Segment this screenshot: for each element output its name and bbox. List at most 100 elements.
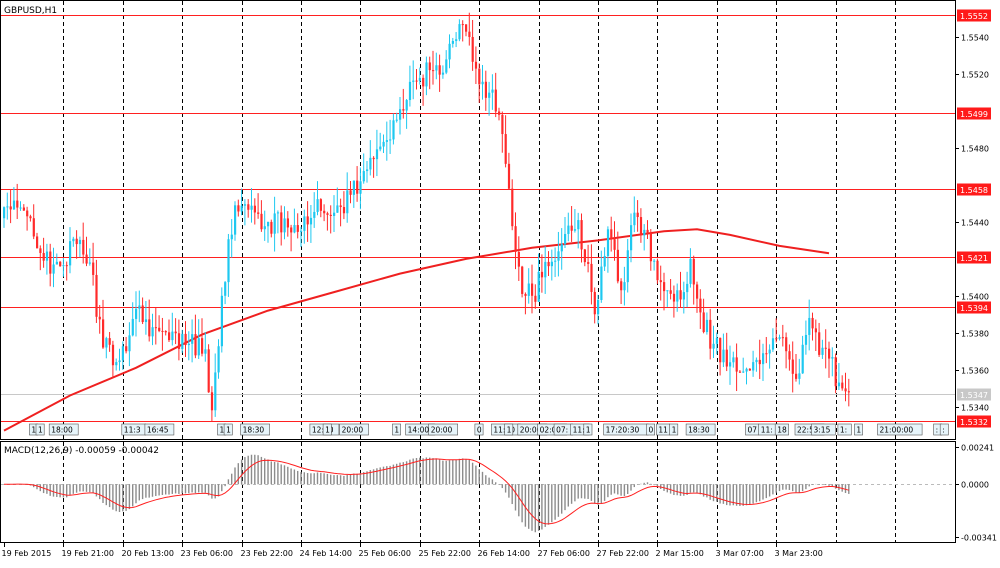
session-marker [646,423,655,436]
candle-body-bear [428,62,431,71]
candle-body-bear [781,337,784,339]
candle-body-bull [491,89,494,93]
candle-body-bear [339,205,342,208]
candle-body-bull [267,221,270,227]
candle-body-bull [742,371,745,373]
session-marker [504,423,514,436]
macd-signal-line [4,458,849,525]
macd-panel[interactable] [0,441,956,543]
price-tick-label: 1.5520 [961,71,989,80]
level-tag-label: 1.5394 [960,304,988,313]
candle-body-bear [342,207,346,214]
candle-body-bear [148,319,151,337]
candle-body-bear [646,229,649,234]
current-price-label: 1.5347 [960,391,988,400]
candle-body-bear [65,265,68,267]
session-marker [35,423,45,436]
time-tick-label: 20 Feb 13:00 [122,549,174,558]
candle-body-bull [138,305,141,309]
candle-body-bull [69,241,72,266]
candle-body-bear [580,220,583,250]
candle-body-bear [402,109,405,111]
session-marker-label: 21:00:00 [880,426,914,435]
candle-body-bull [234,205,237,235]
candle-body-bear [75,238,78,245]
candle-body-bear [164,331,167,333]
candle-body-bull [768,349,771,354]
candle-body-bear [184,333,187,346]
session-marker-label: 1 [226,426,231,435]
candle-body-bull [303,216,306,231]
session-marker [685,423,716,436]
candle-body-bear [795,373,798,379]
candle-body-bear [319,199,322,211]
candle-body-bear [818,332,821,355]
candle-body-bear [356,180,359,194]
candle-body-bear [669,290,672,294]
candle-body-bear [471,36,474,62]
candle-body-bull [309,217,313,225]
time-tick-label: 25 Feb 06:00 [359,549,411,558]
level-tag-label: 1.5499 [960,110,988,119]
session-marker [811,423,836,436]
candle-body-bear [432,70,435,72]
time-tick-label: 26 Feb 14:00 [478,549,530,558]
candle-body-bull [557,251,560,261]
candle-body-bear [738,371,742,373]
time-tick-label: 27 Feb 22:00 [597,549,649,558]
session-marker-label: 1 [220,426,225,435]
candle-body-bull [395,119,398,121]
candle-body-bull [230,234,233,240]
candle-body-bull [78,239,82,245]
candle-body-bear [639,217,643,236]
macd-tick-label: -0.00341 [961,534,997,543]
candle-body-bull [240,205,243,212]
candle-body-bear [26,210,29,217]
candle-body-bull [389,139,392,141]
candle-body-bear [253,205,256,213]
candle-body-bull [379,146,382,150]
current-price-tag [957,388,991,401]
session-marker [48,423,79,436]
candle-body-bull [455,39,458,41]
candle-body-bull [204,349,207,354]
candle-body-bull [412,80,415,82]
candle-body-bull [187,343,190,346]
candle-body-bear [270,221,273,234]
candle-body-bear [349,190,352,195]
candle-body-bull [263,226,266,230]
candle-body-bull [276,212,280,214]
candle-body-bear [534,295,537,302]
session-marker-label: 18:30 [243,426,265,435]
candle-body-bear [514,226,517,252]
candle-body-bull [448,43,451,60]
price-panel[interactable] [0,0,956,440]
session-marker-label: 1 [38,426,43,435]
candle-body-bear [692,258,695,285]
candle-body-bear [85,254,88,264]
candle-body-bull [408,81,412,101]
candle-body-bull [333,212,336,216]
candle-body-bull [821,347,824,355]
candle-body-bear [326,213,329,215]
candle-body-bull [689,258,692,284]
session-marker-label: : [942,426,945,435]
candle-body-bull [135,308,138,319]
candle-body-bear [207,349,210,393]
candle-body-bull [722,349,725,363]
candle-body-bear [547,261,550,267]
candle-body-bull [105,338,108,348]
candle-body-bull [831,357,834,359]
candle-body-bear [847,391,850,393]
session-marker [428,423,459,436]
candle-body-bull [653,260,656,262]
session-marker-label: 18:00 [51,426,73,435]
candle-body-bull [801,344,804,374]
candle-body-bull [600,266,603,300]
candle-body-bear [290,227,293,233]
candle-body-bear [174,331,177,334]
session-marker [240,423,270,436]
session-labels: 1 1 18:00 11:3 16:45 1 1 18:30 12:001 20:00 1 14:00… [29,423,949,436]
